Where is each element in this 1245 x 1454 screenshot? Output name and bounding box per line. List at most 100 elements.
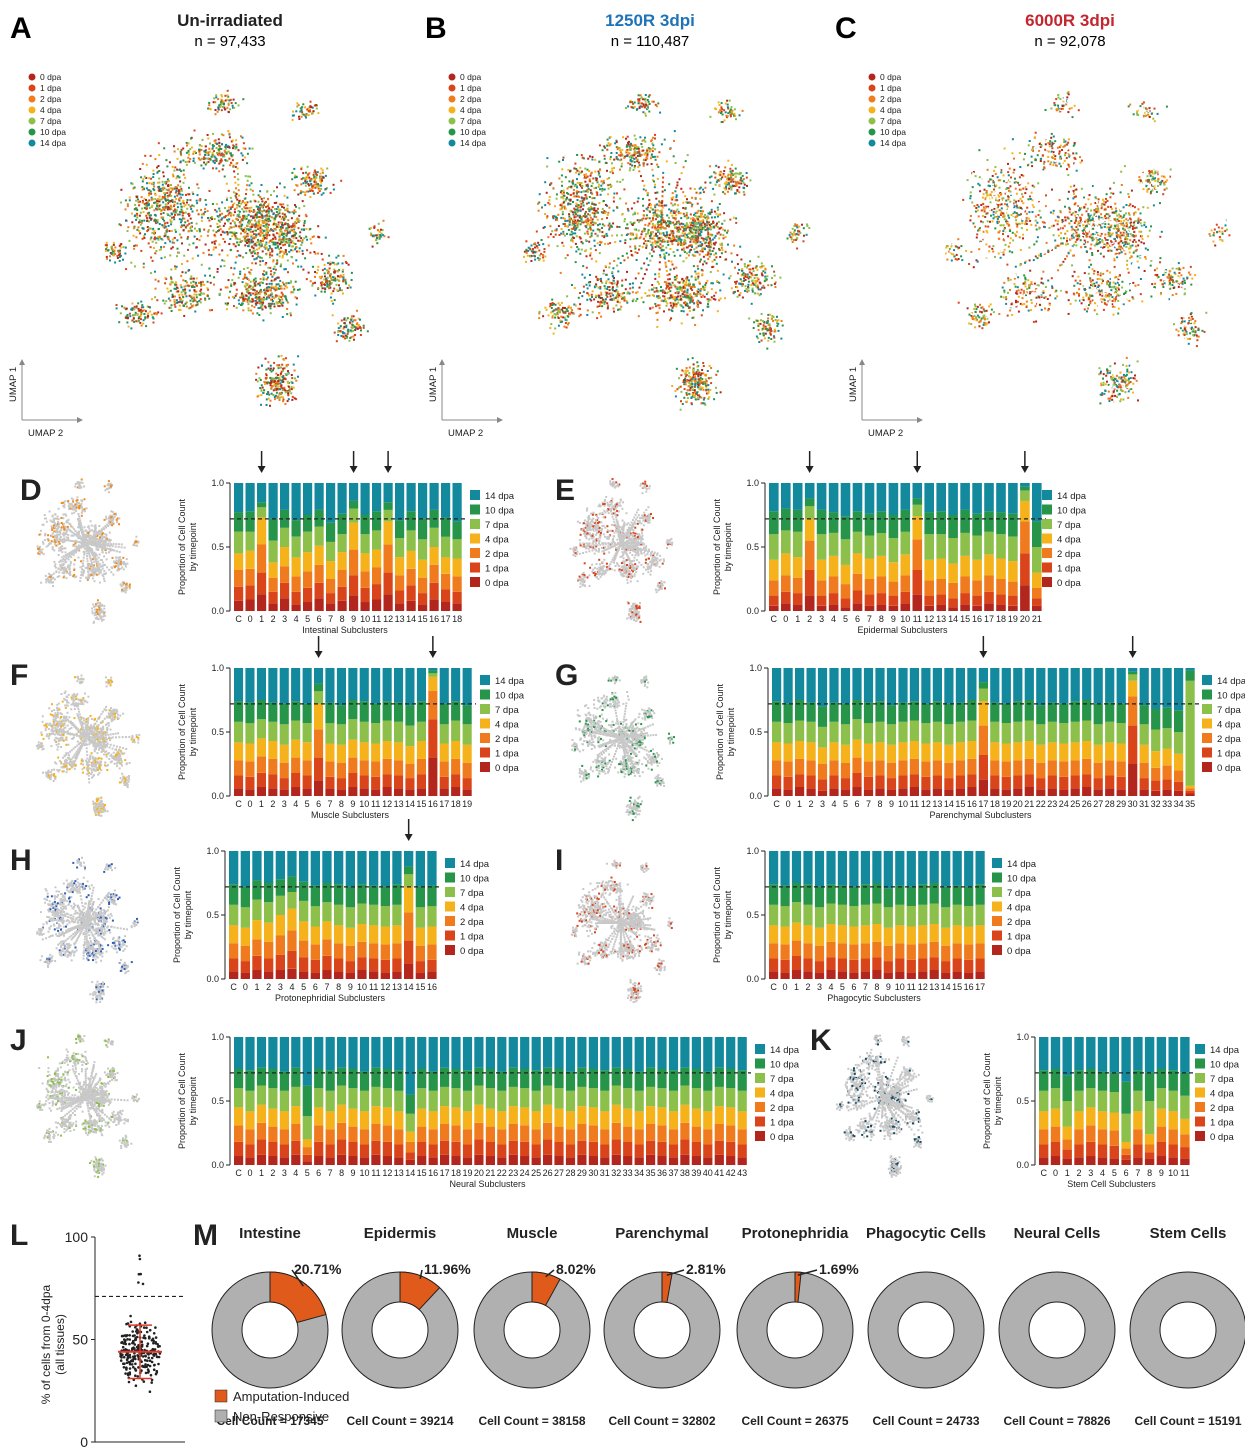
x-tick-label: 28: [1105, 799, 1115, 809]
bar-segment-10-dpa: [972, 514, 982, 536]
bar-segment-1-dpa: [252, 956, 261, 970]
bar-segment-14-dpa: [1163, 668, 1172, 708]
scatter-point: [124, 1372, 127, 1375]
bar-8: [877, 483, 887, 611]
bar-segment-4-dpa: [369, 925, 378, 943]
bar-segment-14-dpa: [1036, 668, 1045, 705]
bar-segment-0-dpa: [395, 603, 404, 611]
legend-swatch: [1195, 1044, 1205, 1054]
bar-segment-14-dpa: [1063, 1037, 1072, 1075]
bar-segment-1-dpa: [418, 593, 427, 605]
bar-segment-0-dpa: [1032, 606, 1042, 611]
bar-segment-14-dpa: [1032, 483, 1042, 521]
bar-19: [1002, 668, 1011, 796]
bar-segment-7-dpa: [334, 905, 343, 926]
bar-segment-7-dpa: [383, 1088, 392, 1107]
bar-segment-2-dpa: [404, 912, 413, 940]
x-tick-label: 6: [851, 982, 856, 992]
bar-segment-0-dpa: [884, 973, 893, 979]
bar-segment-1-dpa: [895, 959, 904, 972]
bar-segment-0-dpa: [303, 1161, 312, 1165]
bar-segment-0-dpa: [404, 964, 413, 979]
bar-segment-0-dpa: [841, 790, 850, 796]
bar-18: [451, 1037, 460, 1165]
bar-segment-7-dpa: [948, 538, 958, 564]
bar-segment-4-dpa: [960, 556, 970, 577]
bar-segment-0-dpa: [303, 788, 312, 796]
bar-segment-7-dpa: [384, 510, 393, 522]
bar-segment-10-dpa: [1036, 705, 1045, 724]
bar-segment-1-dpa: [623, 1142, 632, 1156]
bar-segment-2-dpa: [972, 580, 982, 595]
bar-C: [769, 483, 779, 611]
bar-segment-0-dpa: [257, 787, 266, 796]
bar-segment-2-dpa: [1105, 760, 1114, 775]
bar-segment-1-dpa: [1180, 1147, 1189, 1159]
bar-segment-4-dpa: [657, 1107, 666, 1125]
scatter-point: [120, 1341, 123, 1344]
legend-label: 14 dpa: [1210, 1045, 1240, 1056]
bar-segment-10-dpa: [1025, 700, 1034, 721]
x-tick-label: 18: [451, 799, 461, 809]
bar-segment-2-dpa: [703, 1129, 712, 1144]
bar-7: [326, 483, 335, 611]
bar-segment-10-dpa: [303, 704, 312, 723]
x-tick-label: 25: [531, 1168, 541, 1178]
bar-segment-2-dpa: [635, 1129, 644, 1144]
scatter-point: [134, 1374, 137, 1377]
bar-segment-2-dpa: [984, 575, 994, 592]
bar-segment-2-dpa: [898, 760, 907, 775]
bar-segment-2-dpa: [394, 1129, 403, 1144]
bar-35: [646, 1037, 655, 1165]
bar-27: [1094, 668, 1103, 796]
bar-segment-14-dpa: [826, 851, 835, 884]
bar-3: [818, 668, 827, 796]
x-tick-label: 3: [820, 799, 825, 809]
bar-segment-0-dpa: [348, 787, 357, 796]
bar-16: [430, 483, 439, 611]
bar-segment-14-dpa: [1086, 1037, 1095, 1069]
bar-segment-2-dpa: [234, 1125, 243, 1142]
bar-segment-0-dpa: [612, 1155, 621, 1165]
y-tick-label: 0: [80, 1434, 88, 1449]
bar-segment-4-dpa: [314, 1107, 323, 1125]
x-tick-label: 13: [929, 982, 939, 992]
bar-segment-4-dpa: [792, 923, 801, 941]
scatter-point: [122, 1362, 125, 1365]
y-tick-label: 1.0: [211, 1032, 224, 1042]
arrow-marker-head: [405, 834, 413, 841]
bar-segment-1-dpa: [299, 957, 308, 971]
bar-segment-0-dpa: [979, 779, 988, 796]
bar-segment-1-dpa: [280, 778, 289, 790]
bar-segment-0-dpa: [337, 1155, 346, 1165]
legend-label: 0 dpa: [40, 72, 62, 82]
bar-13: [392, 851, 401, 979]
bar-segment-4-dpa: [430, 547, 439, 565]
bar-segment-10-dpa: [793, 510, 803, 532]
scatter-point: [145, 1326, 148, 1329]
bar-segment-7-dpa: [451, 1088, 460, 1107]
bar-segment-0-dpa: [967, 787, 976, 796]
bar-segment-10-dpa: [314, 1069, 323, 1088]
bar-segment-14-dpa: [933, 668, 942, 701]
cell-count-label: Cell Count = 38158: [478, 1414, 585, 1428]
legend-label: 1 dpa: [485, 564, 509, 575]
bar-segment-4-dpa: [1059, 744, 1068, 762]
bar-segment-7-dpa: [635, 1091, 644, 1112]
bar-segment-10-dpa: [1094, 704, 1103, 725]
x-tick-label: 2: [270, 799, 275, 809]
bar-segment-14-dpa: [726, 1037, 735, 1069]
scatter-point: [156, 1343, 159, 1346]
bar-segment-1-dpa: [246, 585, 255, 599]
bar-segment-7-dpa: [474, 1086, 483, 1105]
scatter-point: [143, 1326, 146, 1329]
bar-segment-2-dpa: [384, 544, 393, 572]
bar-segment-14-dpa: [509, 1037, 518, 1068]
legend-label: 0 dpa: [1210, 1132, 1234, 1143]
legend-label: 0 dpa: [1007, 946, 1031, 957]
bar-segment-4-dpa: [715, 1106, 724, 1124]
bar-segment-0-dpa: [907, 973, 916, 979]
bar-segment-2-dpa: [907, 944, 916, 959]
bar-17: [441, 483, 450, 611]
